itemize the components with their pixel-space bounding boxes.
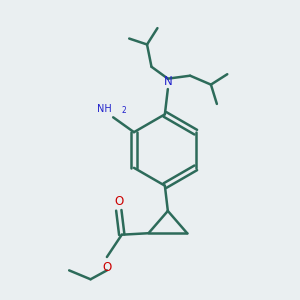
Text: 2: 2 [122,106,126,115]
Text: NH: NH [97,104,112,114]
Text: N: N [164,75,172,88]
Text: O: O [114,195,123,208]
Text: O: O [102,261,112,274]
